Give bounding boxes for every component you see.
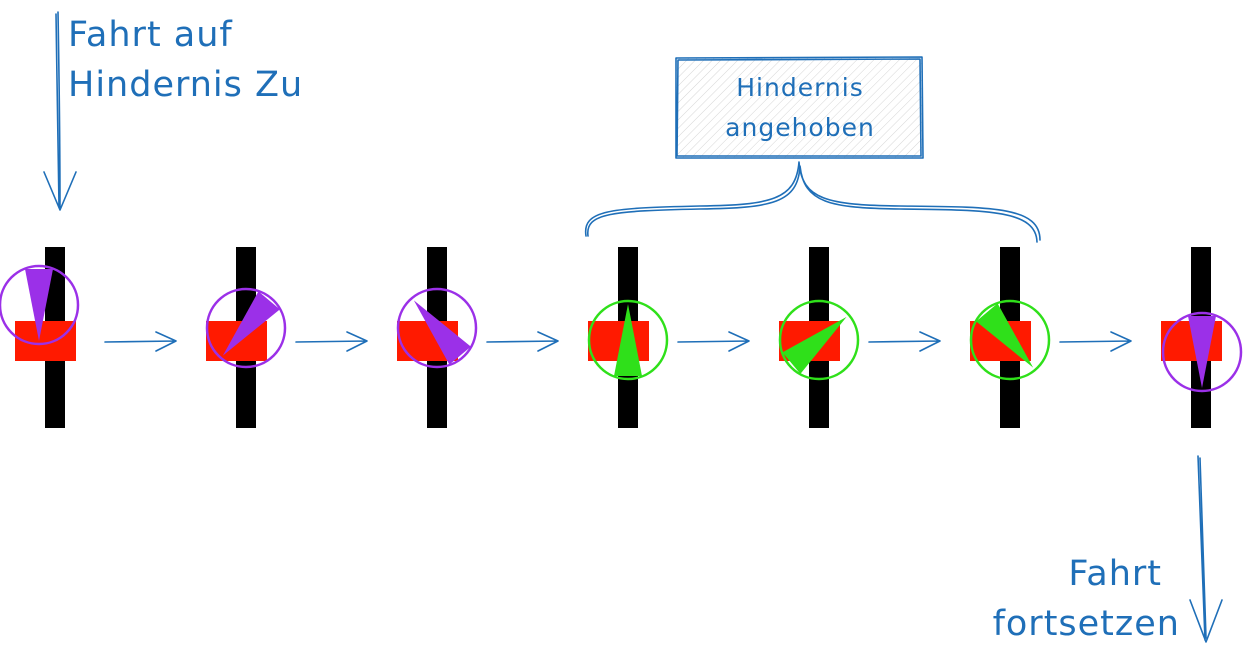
robot-wedge <box>1188 316 1216 388</box>
robot-circle <box>1161 311 1243 393</box>
arrow-4-to-5 <box>677 331 750 352</box>
lifted-box-fill <box>676 58 922 158</box>
lifted-label-line2: angehoben <box>725 113 875 142</box>
arrow-6-to-7 <box>1059 331 1132 352</box>
end-annotation: Fahrt fortsetzen <box>993 455 1223 644</box>
robot-wedge <box>413 300 471 365</box>
frame-sequence <box>0 247 1243 428</box>
robot-wedge <box>782 316 847 374</box>
lifted-annotation: Hindernis angehoben <box>584 56 1041 243</box>
robot-circle <box>969 299 1051 381</box>
frame-6 <box>969 247 1051 428</box>
arrow-2-to-3 <box>295 331 368 352</box>
lifted-brace <box>584 161 1041 243</box>
robot-circle <box>396 287 478 369</box>
frame-3 <box>396 247 478 428</box>
robot-wedge <box>614 304 642 376</box>
frame-1 <box>0 247 80 428</box>
robot-circle <box>0 264 80 346</box>
frame-7 <box>1161 247 1243 428</box>
end-label-line1: Fahrt <box>1068 554 1162 594</box>
lifted-label-line1: Hindernis <box>736 73 864 102</box>
sequence-arrows <box>104 331 1132 352</box>
frame-2 <box>205 247 287 428</box>
arrow-3-to-4 <box>486 331 559 352</box>
frame-5 <box>778 247 860 428</box>
start-label-line2: Hindernis Zu <box>68 65 303 105</box>
start-annotation: Fahrt auf Hindernis Zu <box>43 11 303 211</box>
lifted-box-outline <box>675 56 924 159</box>
robot-wedge <box>222 291 280 356</box>
robot-circle <box>587 299 669 381</box>
start-arrow <box>43 11 77 211</box>
robot-wedge <box>25 269 53 341</box>
robot-circle <box>778 299 860 381</box>
robot-circle <box>205 287 287 369</box>
arrow-5-to-6 <box>868 331 941 352</box>
end-label-line2: fortsetzen <box>993 604 1180 644</box>
robot-wedge <box>976 303 1034 368</box>
end-arrow <box>1189 455 1223 643</box>
start-label-line1: Fahrt auf <box>68 15 233 55</box>
frame-4 <box>587 247 669 428</box>
arrow-1-to-2 <box>104 331 177 352</box>
